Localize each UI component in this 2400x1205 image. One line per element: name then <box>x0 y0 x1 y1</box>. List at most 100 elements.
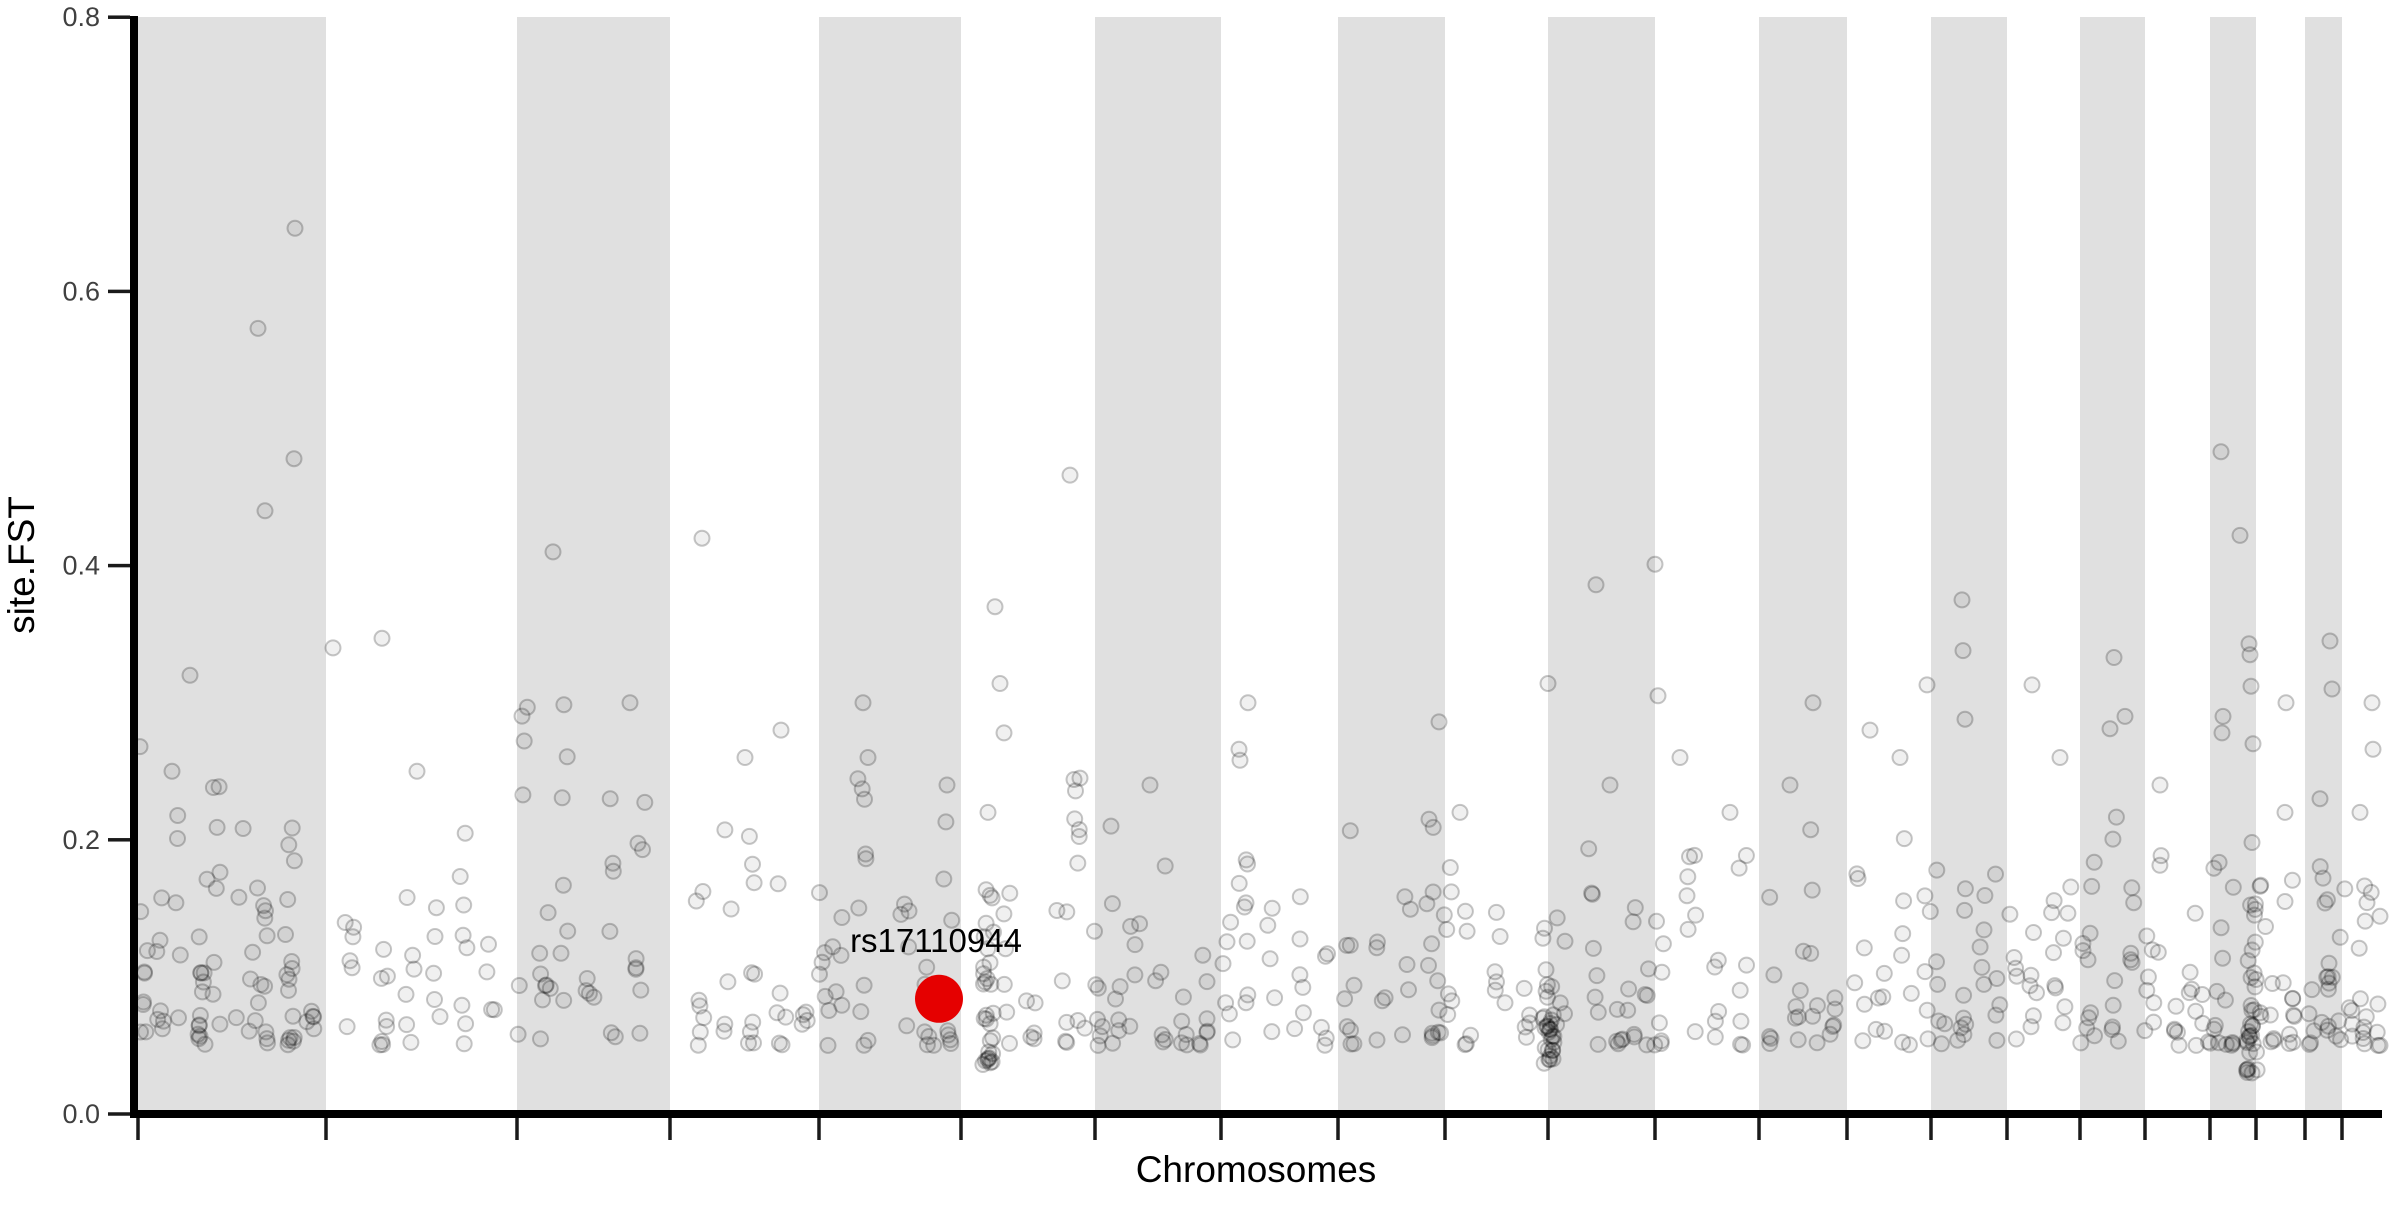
x-tick-chr14 <box>1845 1118 1849 1140</box>
snp-point <box>457 1015 475 1033</box>
snp-point <box>2139 968 2157 986</box>
x-tick-chr11 <box>1546 1118 1550 1140</box>
snp-point <box>1856 995 1873 1013</box>
snp-point <box>2276 893 2294 910</box>
y-tick-label: 0.8 <box>62 2 100 32</box>
snp-point <box>2247 971 2265 988</box>
snp-point <box>1846 974 1864 992</box>
snp-point <box>1070 828 1088 845</box>
snp-point <box>1919 1030 1937 1048</box>
snp-point <box>2243 1026 2261 1044</box>
snp-point <box>2369 995 2387 1013</box>
snp-point <box>1198 1010 1216 1028</box>
snp-point <box>694 883 712 900</box>
snp-point <box>1789 1031 1807 1049</box>
snp-point <box>690 991 708 1009</box>
snp-point <box>2244 1035 2262 1053</box>
snp-point <box>374 1036 392 1054</box>
snp-point <box>2101 720 2119 738</box>
snp-point <box>1237 894 1255 912</box>
snp-point <box>2300 1035 2318 1053</box>
snp-point <box>427 899 445 917</box>
snp-point <box>2005 949 2023 966</box>
snp-point <box>485 1001 503 1019</box>
chromosome-band-1 <box>138 17 326 1110</box>
snp-point <box>280 1031 298 1049</box>
snp-point <box>1001 1034 1018 1052</box>
snp-point <box>2078 1019 2096 1037</box>
snp-point <box>458 939 476 957</box>
snp-point <box>1710 1003 1728 1020</box>
snp-point <box>2205 1020 2223 1038</box>
snp-point <box>1373 992 1391 1010</box>
snp-point <box>1826 1000 1844 1018</box>
snp-point <box>2238 1061 2256 1079</box>
snp-point <box>935 870 953 888</box>
snp-point <box>2151 776 2169 794</box>
snp-point <box>740 1034 757 1052</box>
snp-point <box>372 969 390 987</box>
snp-point <box>981 1015 999 1033</box>
snp-point <box>456 824 474 842</box>
snp-point <box>148 943 166 960</box>
snp-point <box>2241 1027 2258 1045</box>
snp-point <box>2080 1009 2098 1027</box>
snp-point <box>2187 1002 2205 1020</box>
snp-point <box>1263 899 1281 917</box>
snp-point <box>190 1016 208 1034</box>
snp-point <box>1194 946 1212 964</box>
snp-point <box>305 1008 323 1026</box>
snp-point <box>2151 856 2169 874</box>
y-tick <box>108 563 130 568</box>
snp-point <box>193 983 211 1001</box>
snp-point <box>1058 1033 1076 1051</box>
snp-point <box>1987 1006 2005 1024</box>
snp-point <box>1067 782 1084 800</box>
snp-point <box>1111 978 1129 996</box>
snp-point <box>1987 865 2004 883</box>
snp-point <box>1551 994 1569 1012</box>
snp-point <box>249 319 267 337</box>
snp-point <box>1515 979 1533 997</box>
snp-point <box>1893 946 1911 964</box>
snp-point <box>1396 888 1414 906</box>
snp-point <box>577 982 595 1000</box>
snp-point <box>2245 1001 2263 1019</box>
snp-point <box>2244 1017 2261 1035</box>
snp-point <box>1678 887 1696 905</box>
snp-point <box>1900 1036 1918 1054</box>
snp-point <box>1152 963 1170 981</box>
snp-point <box>135 963 153 981</box>
snp-point <box>2214 707 2232 725</box>
snp-point <box>189 1025 207 1043</box>
snp-point <box>1932 1035 1950 1053</box>
snp-point <box>629 834 647 852</box>
snp-point <box>2208 982 2226 1000</box>
snp-point <box>604 854 622 872</box>
snp-point <box>1537 961 1555 979</box>
snp-point <box>855 976 873 994</box>
snp-point <box>1875 964 1893 982</box>
snp-point <box>984 1029 1002 1047</box>
snp-point <box>1536 1019 1554 1037</box>
snp-point <box>1545 1027 1563 1045</box>
snp-point <box>1650 1014 1668 1032</box>
snp-point <box>2265 1031 2283 1049</box>
snp-point <box>2109 1032 2127 1050</box>
snp-point <box>196 1035 214 1053</box>
snp-point <box>1539 988 1556 1006</box>
snp-point <box>257 1023 275 1041</box>
snp-point <box>242 970 259 988</box>
snp-point <box>2136 1022 2154 1040</box>
snp-point <box>2239 952 2257 970</box>
snp-point <box>1584 939 1602 957</box>
snp-point <box>2319 1017 2337 1035</box>
snp-point <box>373 1033 391 1050</box>
snp-point <box>2138 927 2156 945</box>
snp-point <box>398 1016 416 1034</box>
snp-point <box>585 988 603 1006</box>
snp-point <box>2323 680 2341 698</box>
snp-point <box>2081 924 2099 942</box>
snp-point <box>1540 1023 1558 1041</box>
x-tick-chr15 <box>1929 1118 1933 1140</box>
